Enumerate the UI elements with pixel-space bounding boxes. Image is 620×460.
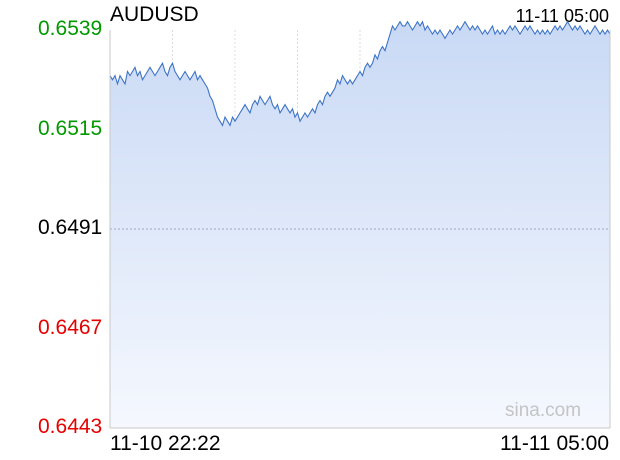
chart-title: AUDUSD: [110, 3, 199, 26]
y-tick-label: 0.6539: [38, 17, 103, 40]
y-tick-label: 0.6443: [38, 415, 103, 438]
price-line: [109, 20, 611, 127]
x-tick-label-end: 11-11 05:00: [500, 432, 609, 455]
x-tick-label-start: 11-10 22:22: [110, 432, 221, 455]
price-area: [110, 21, 610, 428]
chart-timestamp: 11-11 05:00: [515, 6, 609, 26]
chart-frame: [109, 30, 611, 429]
y-tick-label: 0.6467: [38, 315, 103, 339]
y-tick-label: 0.6515: [38, 116, 103, 140]
watermark: sina.com: [505, 400, 582, 421]
y-tick-label: 0.6491: [38, 216, 103, 239]
